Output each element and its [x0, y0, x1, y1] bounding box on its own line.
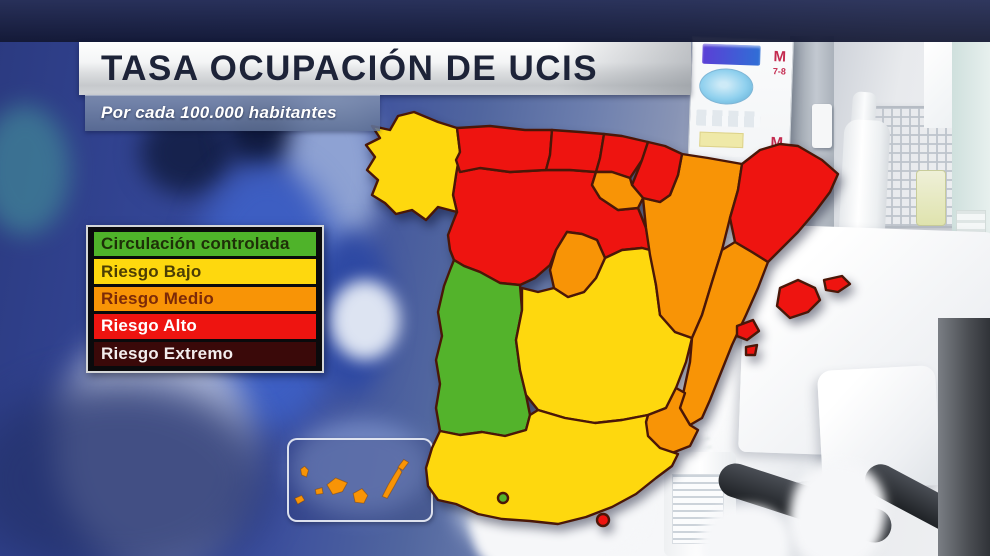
- island-formentera: [744, 343, 759, 357]
- legend-item-riesgo-alto: Riesgo Alto: [94, 314, 316, 339]
- photo-blob: [0, 105, 70, 235]
- legend-label: Circulación controlada: [101, 234, 290, 254]
- legend-item-riesgo-medio: Riesgo Medio: [94, 286, 316, 312]
- island-ibiza: [735, 318, 761, 342]
- risk-legend: Circulación controlada Riesgo Bajo Riesg…: [86, 225, 324, 373]
- title-banner: TASA OCUPACIÓN DE UCIS: [79, 42, 691, 95]
- canary-islands-map: [294, 458, 410, 505]
- size-letter: M: [773, 48, 787, 66]
- region-cantabria: [544, 128, 606, 174]
- island-mallorca: [775, 278, 822, 320]
- island-fuerteventura: [381, 466, 403, 499]
- photo-blob: [0, 380, 270, 556]
- subtitle-bar: Por cada 100.000 habitantes: [85, 95, 380, 131]
- photo-blob: [330, 280, 400, 360]
- island-la-palma: [300, 465, 309, 478]
- region-baleares: [735, 274, 852, 357]
- island-gran-canaria: [352, 488, 369, 504]
- dispenser-label: [702, 43, 761, 66]
- island-menorca: [822, 274, 852, 294]
- legend-item-riesgo-bajo: Riesgo Bajo: [94, 259, 316, 284]
- glove-size-label: M 7-8: [772, 48, 787, 78]
- page-title: TASA OCUPACIÓN DE UCIS: [101, 49, 599, 88]
- legend-label: Riesgo Extremo: [101, 343, 234, 363]
- region-andalucia: [424, 408, 680, 526]
- legend-label: Riesgo Alto: [101, 316, 198, 336]
- legend-item-riesgo-extremo: Riesgo Extremo: [94, 341, 316, 367]
- island-lanzarote: [397, 458, 410, 471]
- region-cataluna: [728, 142, 840, 264]
- spain-risk-map: [364, 110, 852, 528]
- canary-islands-inset: [287, 438, 433, 522]
- island-tenerife: [326, 477, 349, 496]
- region-canarias: [294, 458, 410, 505]
- island-el-hierro: [294, 494, 306, 505]
- region-ceuta: [496, 491, 510, 505]
- region-madrid: [548, 230, 607, 299]
- dark-side-panel: [938, 318, 990, 556]
- legend-label: Riesgo Bajo: [101, 261, 202, 281]
- region-navarra: [630, 140, 684, 204]
- legend-label: Riesgo Medio: [101, 289, 214, 309]
- legend-item-circulacion-controlada: Circulación controlada: [94, 232, 316, 257]
- light-switch: [812, 104, 832, 148]
- region-la-rioja: [590, 170, 645, 212]
- region-galicia: [364, 110, 462, 222]
- plastic-bag: [700, 505, 790, 556]
- region-asturias: [454, 124, 554, 174]
- region-melilla: [595, 512, 611, 528]
- island-la-gomera: [314, 487, 324, 496]
- top-bar: [0, 0, 990, 42]
- subtitle: Por cada 100.000 habitantes: [101, 103, 337, 122]
- size-range: 7-8: [772, 66, 787, 77]
- basket-bottle: [916, 170, 946, 226]
